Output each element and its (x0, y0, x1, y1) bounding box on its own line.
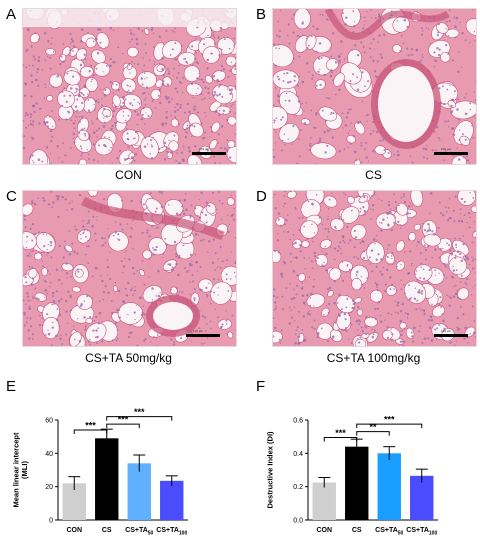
panel-letter-a: A (6, 6, 17, 23)
significance-bracket-0 (73, 429, 108, 434)
significance-bracket-0 (323, 437, 358, 442)
caption-con: CON (115, 168, 142, 182)
x-label-3: CS+TA100 (156, 527, 187, 537)
panel-letter-c: C (6, 188, 17, 205)
significance-label-0: *** (85, 421, 96, 431)
x-label-0: CON (66, 527, 82, 534)
x-label-1: CS (352, 527, 362, 534)
bar-0 (312, 482, 336, 520)
y-tick-label: 20 (45, 484, 53, 491)
bar-2 (127, 463, 151, 520)
y-tick-label: 40 (45, 451, 53, 458)
significance-label-2: *** (134, 407, 145, 417)
scale-bar-b (434, 152, 468, 155)
y-tick-label: 0.0 (293, 518, 303, 525)
y-axis-label: Destructive Index (DI) (266, 431, 275, 509)
bar-3 (160, 480, 184, 520)
scale-label-b: 100 μm (441, 147, 452, 151)
scale-bar-a (192, 152, 226, 155)
panel-letter-e: E (6, 378, 17, 395)
x-label-2: CS+TA50 (375, 527, 403, 537)
micrograph-cs-ta50 (22, 190, 237, 347)
y-axis-label-line: Mean linear intercept (12, 432, 21, 508)
x-label-2: CS+TA50 (125, 527, 153, 537)
y-tick-label: 0.6 (293, 418, 303, 425)
significance-bracket-2 (356, 423, 423, 429)
scale-bar-d (434, 334, 468, 337)
x-label-1: CS (102, 527, 112, 534)
significance-label-1: *** (118, 415, 129, 425)
bar-1 (95, 438, 119, 520)
caption-cs-ta100: CS+TA 100mg/kg (326, 351, 421, 365)
bar-1 (345, 446, 369, 520)
significance-label-2: *** (384, 415, 395, 425)
chart-mli: Mean linear intercept(MLI) 0 20 40 60 CON CS CS… (0, 392, 235, 550)
significance-label-0: *** (335, 428, 346, 438)
y-tick-label: 60 (45, 418, 53, 425)
panel-letter-b: B (256, 6, 267, 23)
caption-cs-ta50: CS+TA 50mg/kg (85, 351, 172, 365)
micrograph-con (22, 8, 237, 165)
caption-cs: CS (365, 168, 382, 182)
bar-0 (62, 483, 86, 520)
y-axis-label: Mean linear intercept(MLI) (12, 432, 30, 508)
significance-bracket-2 (106, 416, 173, 421)
y-tick-label: 0.2 (293, 484, 303, 491)
scale-bar-c (186, 334, 220, 337)
x-label-0: CON (316, 527, 332, 534)
panel-letter-f: F (256, 378, 266, 395)
significance-bracket-1 (356, 431, 390, 436)
micrograph-cs-ta100 (272, 190, 477, 347)
significance-label-1: ** (369, 422, 377, 432)
bar-3 (410, 475, 434, 520)
tissue-texture (23, 191, 236, 346)
y-tick-label: 0 (49, 518, 53, 525)
tissue-texture (23, 9, 236, 164)
scale-label-c: 100 μm (193, 329, 204, 333)
scale-label-a: 100 μm (199, 147, 210, 151)
y-axis-label-line: Destructive Index (DI) (266, 431, 275, 509)
micrograph-cs (272, 8, 477, 165)
x-label-3: CS+TA100 (406, 527, 437, 537)
panel-letter-d: D (256, 188, 267, 205)
y-tick-label: 0.4 (293, 451, 303, 458)
scale-label-d: 100 μm (441, 329, 452, 333)
bar-2 (377, 453, 401, 520)
tissue-texture (273, 9, 476, 164)
y-axis-label-line: (MLI) (20, 461, 29, 479)
chart-di: Destructive Index (DI) 0.0 0.2 0.4 0.6 CON CS C… (250, 392, 480, 550)
significance-bracket-1 (106, 423, 140, 429)
tissue-texture (273, 191, 476, 346)
